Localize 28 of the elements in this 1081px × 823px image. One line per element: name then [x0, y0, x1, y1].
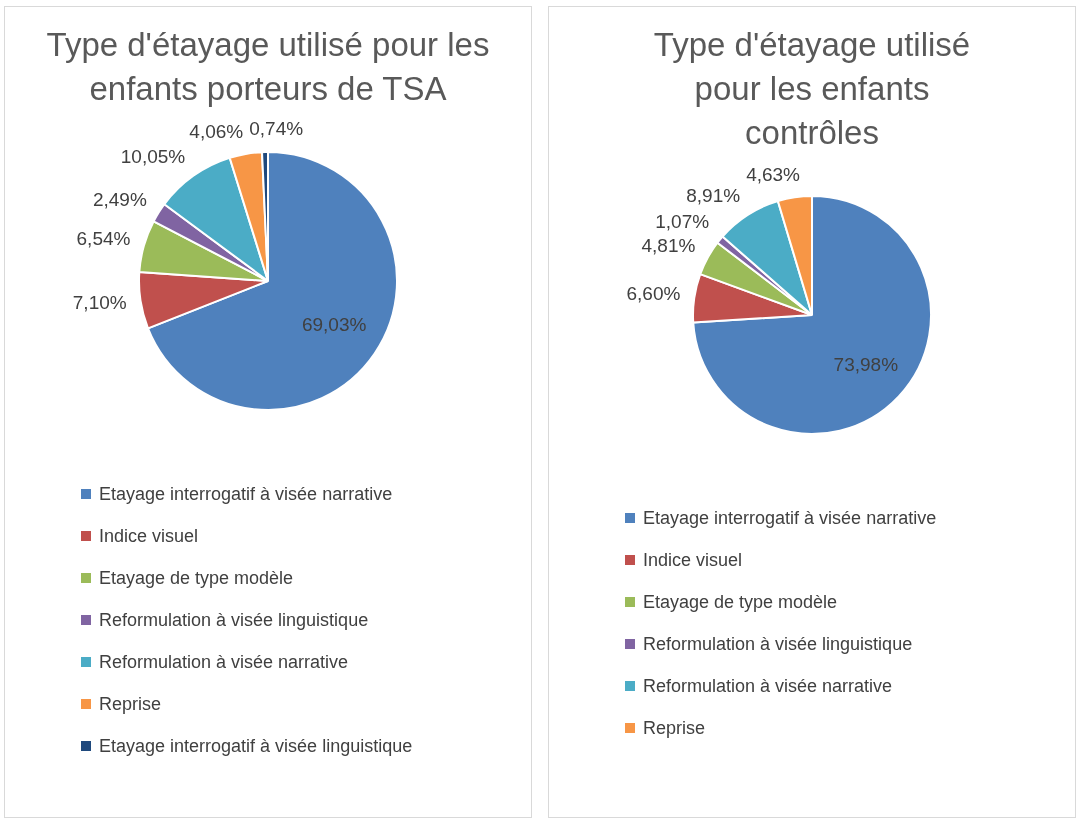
data-label: 10,05% [120, 146, 186, 168]
data-label: 4,06% [189, 120, 244, 142]
legend-label: Reprise [99, 693, 162, 715]
chart-title: Type d'étayage utilisé pour les enfants porteurs de TSA [45, 25, 491, 109]
legend-label: Indice visuel [99, 525, 199, 547]
data-label: 69,03% [301, 314, 367, 336]
data-label: 2,49% [92, 189, 147, 211]
legend-label: Etayage de type modèle [643, 591, 838, 613]
data-label: 4,81% [641, 235, 696, 257]
legend-label: Etayage interrogatif à visée narrative [643, 507, 937, 529]
legend-label: Etayage de type modèle [99, 567, 294, 589]
data-label: 0,74% [249, 118, 304, 140]
legend-label: Indice visuel [643, 549, 743, 571]
data-label: 4,63% [746, 163, 801, 185]
legend-label: Etayage interrogatif à visée linguistique [99, 735, 413, 757]
legend-label: Reformulation à visée linguistique [643, 633, 913, 655]
legend-label: Reformulation à visée narrative [99, 651, 349, 673]
legend-label: Reformulation à visée narrative [643, 675, 893, 697]
data-label: 8,91% [686, 184, 741, 206]
legend-label: Etayage interrogatif à visée narrative [99, 483, 393, 505]
legend-label: Reformulation à visée linguistique [99, 609, 369, 631]
data-label: 1,07% [655, 211, 710, 233]
data-label: 7,10% [72, 292, 127, 314]
data-label: 6,54% [76, 228, 131, 250]
data-label: 6,60% [626, 283, 681, 305]
data-label: 73,98% [833, 353, 899, 375]
chart-title: Type d'étayage utilisé pour les enfants contrôles [652, 25, 972, 153]
legend-label: Reprise [643, 717, 706, 739]
